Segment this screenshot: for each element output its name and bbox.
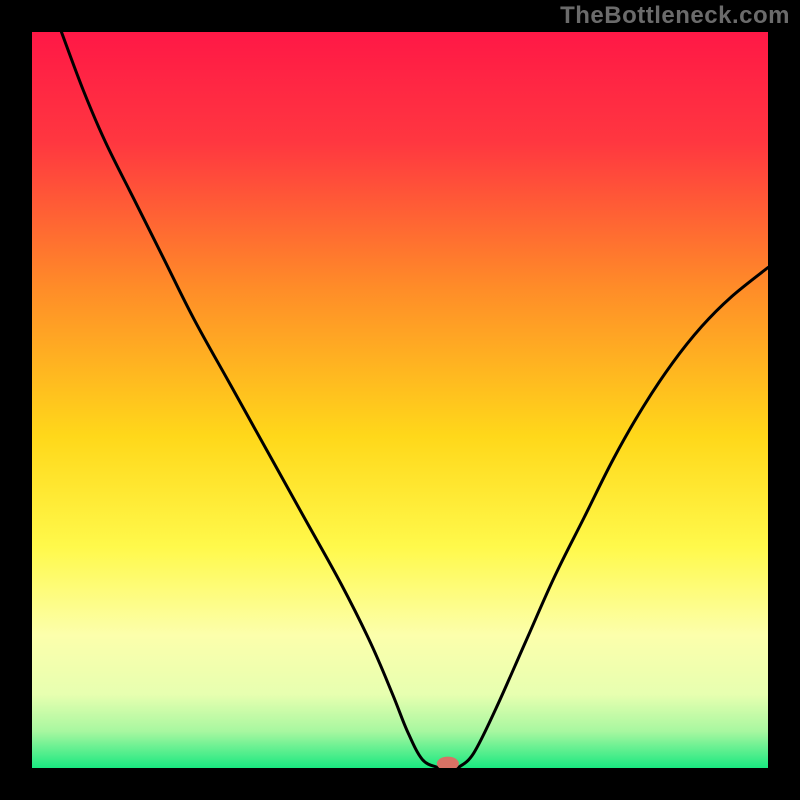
plot-area: [32, 32, 768, 768]
chart-svg: [32, 32, 768, 768]
chart-container: TheBottleneck.com: [0, 0, 800, 800]
gradient-background: [32, 32, 768, 768]
watermark-text: TheBottleneck.com: [560, 2, 790, 30]
